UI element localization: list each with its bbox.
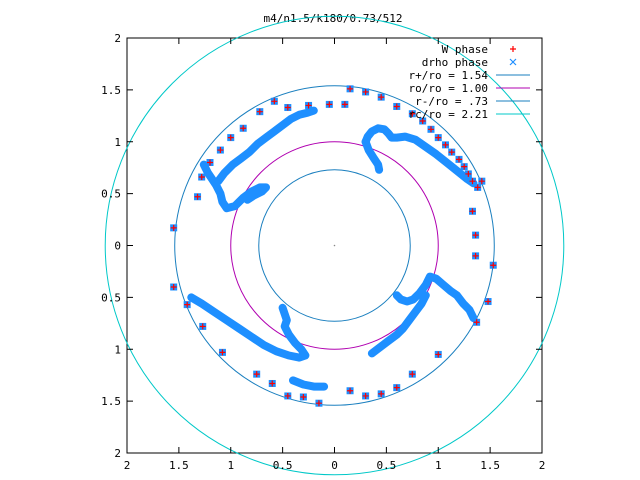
y-tick-label: 0.5 — [101, 291, 121, 304]
w-phase-point — [469, 208, 476, 215]
w-phase-point — [393, 384, 400, 391]
w-phase-point — [256, 108, 263, 115]
x-tick-label: 0.5 — [273, 459, 293, 472]
w-phase-point — [419, 118, 426, 124]
phase-curve-6 — [214, 106, 318, 186]
reference-circle-0 — [174, 85, 495, 406]
legend-label: r+/ro = 1.54 — [409, 69, 489, 82]
w-phase-point — [315, 400, 322, 407]
w-phase-point — [448, 149, 455, 156]
phase-curve-2 — [392, 272, 478, 323]
y-tick-label: 1 — [114, 343, 121, 356]
legend-swatch — [510, 46, 516, 52]
w-phase-point — [465, 170, 472, 177]
w-phase-point — [170, 284, 177, 290]
phase-curve-0 — [361, 124, 478, 188]
w-phase-point — [207, 159, 213, 166]
legend-label: ro/ro = 1.00 — [409, 82, 488, 95]
w-phase-point — [362, 392, 369, 399]
w-phase-point — [409, 110, 416, 117]
w-phase-point — [341, 101, 348, 108]
w-phase-point — [284, 104, 291, 111]
phase-points — [170, 85, 497, 407]
y-tick-label: 1.5 — [101, 84, 121, 97]
w-phase-point — [472, 232, 479, 239]
w-phase-point — [184, 301, 191, 308]
w-phase-point — [442, 141, 449, 148]
w-phase-point — [271, 98, 278, 105]
x-tick-label: 2 — [124, 459, 131, 472]
axis-ticks: 2 1.5 1 0.5 0 0.5 1 1.5 221.510.500.511.52 — [101, 32, 545, 472]
w-phase-point — [198, 174, 205, 181]
y-tick-label: 2 — [114, 32, 121, 45]
y-tick-label: 1 — [114, 136, 121, 149]
phase-curve-3 — [367, 291, 430, 358]
y-tick-label: 1.5 — [101, 395, 121, 408]
w-phase-point — [300, 393, 307, 400]
reference-circle-2 — [258, 169, 411, 322]
legend-label: drho phase — [422, 56, 488, 69]
w-phase-point — [227, 134, 234, 141]
w-phase-point — [194, 193, 201, 200]
w-phase-point — [199, 323, 206, 330]
x-tick-label: 1 — [227, 459, 234, 472]
legend-label: W phase — [442, 43, 488, 56]
w-phase-point — [170, 224, 177, 231]
phase-curves — [187, 106, 478, 391]
reference-circle-3 — [104, 15, 565, 476]
w-phase-point — [217, 147, 224, 154]
w-phase-point — [219, 349, 226, 356]
w-phase-point — [478, 178, 485, 185]
y-tick-label: 2 — [114, 447, 121, 460]
w-phase-point — [284, 392, 291, 399]
x-tick-label: 1.5 — [169, 459, 189, 472]
x-tick-label: 1 — [435, 459, 442, 472]
x-tick-label: 0.5 — [376, 459, 396, 472]
reference-circles — [104, 15, 565, 476]
chart-title: m4/n1.5/k180/0.73/512 — [263, 12, 402, 25]
phase-curve-7 — [289, 376, 329, 391]
w-phase-point — [469, 178, 476, 185]
w-phase-point — [326, 101, 333, 108]
w-phase-point — [474, 184, 481, 191]
y-tick-label: 0.5 — [101, 188, 121, 201]
w-phase-point — [461, 163, 468, 170]
w-phase-point — [393, 103, 400, 110]
w-phase-point — [378, 94, 385, 101]
x-tick-label: 2 — [539, 459, 546, 472]
x-tick-label: 0 — [331, 459, 338, 472]
w-phase-point — [253, 371, 260, 378]
origin-dot — [333, 244, 336, 247]
w-phase-point — [456, 156, 462, 163]
legend-label: r-/ro = .73 — [415, 95, 488, 108]
w-phase-point — [362, 88, 369, 95]
legend-swatch — [509, 58, 517, 66]
w-phase-point — [347, 85, 354, 92]
reference-circle-1 — [230, 141, 439, 350]
w-phase-point — [472, 252, 479, 259]
w-phase-point — [305, 102, 312, 109]
w-phase-point — [409, 371, 416, 378]
w-phase-point — [435, 351, 442, 358]
w-phase-point — [269, 380, 276, 387]
w-phase-point — [347, 387, 354, 394]
phase-curve-5 — [199, 160, 270, 213]
y-tick-label: 0 — [114, 240, 121, 253]
w-phase-point — [435, 134, 442, 141]
phase-curve-4 — [187, 293, 310, 362]
w-phase-point — [240, 125, 247, 132]
w-phase-point — [378, 390, 385, 397]
w-phase-point — [473, 319, 480, 326]
w-phase-point — [490, 262, 497, 269]
legend-label: rc/ro = 2.21 — [409, 108, 488, 121]
phase-curve-1 — [361, 137, 384, 174]
w-phase-point — [485, 298, 492, 305]
w-phase-point — [427, 126, 434, 133]
x-tick-label: 1.5 — [480, 459, 500, 472]
